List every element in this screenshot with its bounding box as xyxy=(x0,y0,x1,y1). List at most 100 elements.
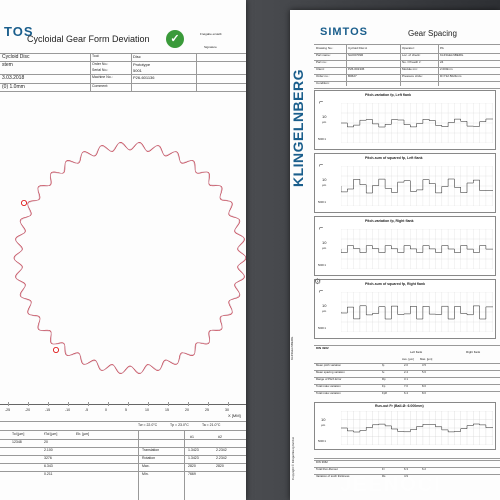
table-header: Eb. [µm] xyxy=(76,432,90,436)
table-cell: 4.9 xyxy=(404,474,408,478)
chart-grid xyxy=(341,292,493,332)
field-value: PA xyxy=(440,46,444,50)
divider xyxy=(346,44,347,86)
x-tick-label: 25 xyxy=(205,408,209,412)
x-tick xyxy=(88,402,89,406)
table-header: Ave. [µm] xyxy=(402,357,414,361)
x-tick xyxy=(48,402,49,406)
table-cell: 3276 xyxy=(44,456,52,460)
table-cell: 6.2 xyxy=(422,467,426,471)
gear-profile-curve xyxy=(13,142,246,374)
sidebar-code: KLINGELNBERG xyxy=(290,336,294,360)
x-axis-label: X [MM] xyxy=(228,413,241,418)
flank-icon: ⌐ xyxy=(319,288,324,295)
chart-scale: 10 xyxy=(322,240,327,245)
divider xyxy=(314,59,500,61)
chart-mag: 5000:1 xyxy=(318,264,326,267)
runout-chart: Run-out Fr (Ball-Ø: 6.000mm) 10 µm 5000:… xyxy=(314,402,496,450)
field-key: Comment: xyxy=(92,84,109,88)
table-row xyxy=(0,455,246,456)
divider xyxy=(438,44,439,86)
din-table-title: DIN 3962 xyxy=(316,346,329,350)
runout-unit: µm xyxy=(321,423,326,427)
field-key: Serial No.: xyxy=(92,68,109,72)
field-key: Condition: xyxy=(316,81,330,85)
table-cell: 2.100 xyxy=(44,448,53,452)
field-value: P26-601136 xyxy=(133,75,155,80)
chart-unit: µm xyxy=(322,309,327,313)
field-value: Disc xyxy=(133,54,141,59)
table-cell: 20 xyxy=(44,440,48,444)
table-header: #2 xyxy=(218,435,222,439)
table-cell: Max. xyxy=(142,464,150,468)
table-cell: 2.0 xyxy=(404,363,408,367)
field-value: KLINGELNBERG xyxy=(440,53,464,57)
table-row xyxy=(0,439,246,440)
gear-nominal-curve xyxy=(14,142,246,374)
chart-title: Pitch-sum of squared fp, Right flank xyxy=(365,282,426,286)
x-tick-label: 10 xyxy=(145,408,149,412)
gear-profile-plot xyxy=(13,142,246,374)
x-tick-label: -10 xyxy=(65,408,71,412)
field-key: Part name: xyxy=(316,53,331,57)
table-row xyxy=(314,376,500,378)
chart-grid xyxy=(341,166,493,206)
table-header: Tol [µm] xyxy=(12,432,25,436)
signature-label: Signature xyxy=(204,45,217,49)
table-row xyxy=(0,463,246,464)
chart-trace xyxy=(341,178,493,194)
pitch-chart: Pitch-sum of squared fp, Left flank ⌐ 10 µm… xyxy=(314,153,496,213)
field-key: Order No.: xyxy=(92,62,109,66)
pitch-chart: Pitch-variation fp, Right flank ⌐ 10 µm 5000… xyxy=(314,216,496,276)
table-cell: 3.5 xyxy=(422,363,426,367)
field-key: Module mn: xyxy=(402,67,418,71)
flank-icon: ⌐ xyxy=(319,99,324,106)
part-name: Cycloid Disc xyxy=(2,54,30,60)
x-axis xyxy=(0,404,246,405)
field-key: Client: xyxy=(316,67,325,71)
table-row xyxy=(314,390,500,392)
klingelnberg-brand: KLINGELNBERG xyxy=(290,69,306,187)
field-value: SAO0709R xyxy=(348,53,364,57)
x-tick xyxy=(128,402,129,406)
report-title: Gear Spacing xyxy=(408,29,457,38)
table-row xyxy=(0,471,246,472)
table-cell: fu xyxy=(382,370,385,374)
chart-unit: µm xyxy=(322,246,327,250)
table-row xyxy=(314,459,500,461)
divider xyxy=(0,53,246,54)
table-row xyxy=(314,466,500,468)
report-title: Cycloidal Gear Form Deviation xyxy=(27,34,150,44)
field-value: 2.000mm xyxy=(440,67,453,71)
table-cell: Fp8 xyxy=(382,391,387,395)
x-tick-label: -25 xyxy=(5,408,11,412)
divider xyxy=(400,44,401,86)
scale-info: (0) 1.0mm xyxy=(2,84,25,90)
table-cell: Variation of tooth thickness xyxy=(316,474,350,478)
chart-scale: 10 xyxy=(322,177,327,182)
runout-scale: 10 xyxy=(321,417,326,422)
chart-plot xyxy=(341,166,493,206)
x-tick xyxy=(228,402,229,406)
runout-curve xyxy=(341,423,493,433)
x-tick xyxy=(68,402,69,406)
chart-title: Pitch-variation fp, Right flank xyxy=(365,219,414,223)
x-tick-label: 30 xyxy=(225,408,229,412)
chart-trace xyxy=(341,118,493,128)
table-cell: DIN 3962 xyxy=(316,460,328,464)
table-cell: 7669 xyxy=(188,472,196,476)
chart-unit: µm xyxy=(322,183,327,187)
chart-mag: 5000:1 xyxy=(318,201,326,204)
temp-probe: Tp = 23.0°C xyxy=(170,423,189,427)
chart-grid xyxy=(341,103,493,143)
approval-check-icon: ✓ xyxy=(166,30,184,48)
table-cell: Min. xyxy=(142,472,149,476)
x-tick-label: 5 xyxy=(125,408,127,412)
x-tick xyxy=(208,402,209,406)
table-cell: 6.343 xyxy=(44,464,53,468)
table-row xyxy=(314,362,500,364)
simtos-logo: SIMTOS xyxy=(320,26,368,38)
flank-icon: ⌐ xyxy=(319,225,324,232)
x-tick-label: 20 xyxy=(185,408,189,412)
chart-plot xyxy=(341,103,493,143)
